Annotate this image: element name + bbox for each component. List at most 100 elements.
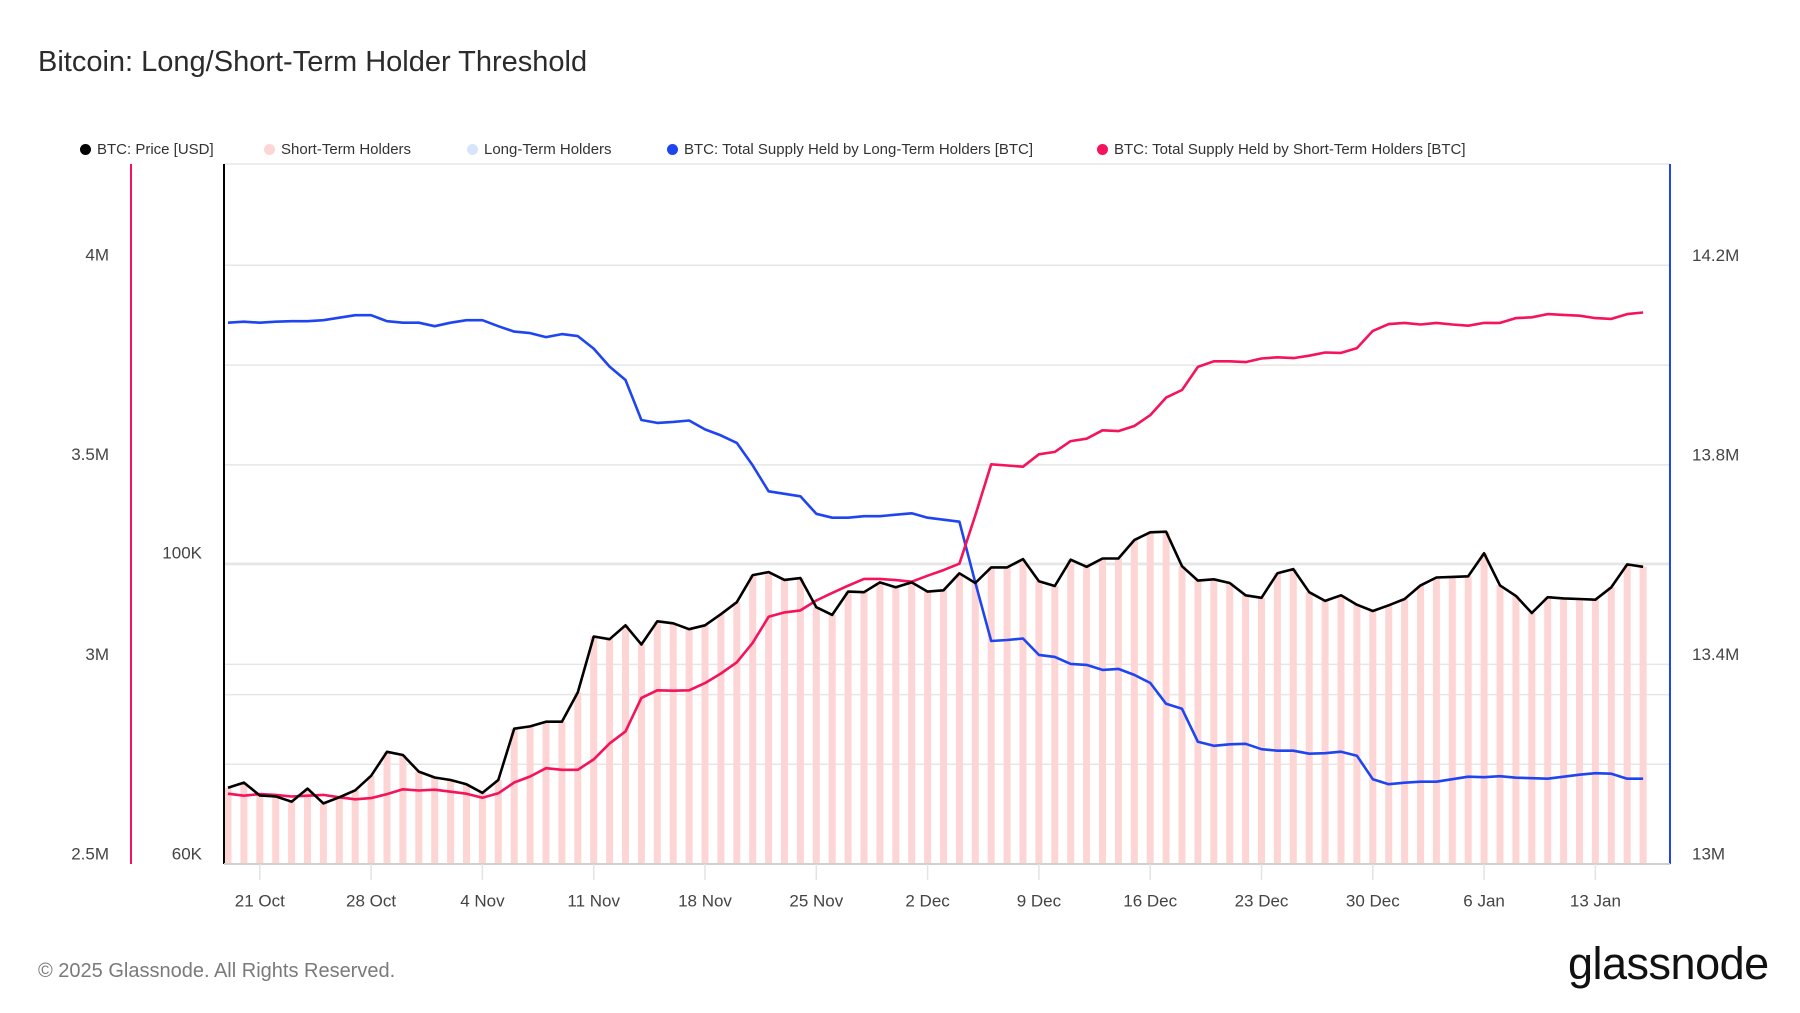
x-tick-label: 4 Nov	[460, 891, 505, 910]
sth-bar	[955, 573, 963, 864]
sth-bar	[447, 780, 455, 864]
legend-item-lth-supply[interactable]: BTC: Total Supply Held by Long-Term Hold…	[667, 141, 1033, 158]
sth-bar	[1623, 564, 1631, 864]
sth-bar	[622, 625, 629, 864]
sth-bar	[796, 578, 804, 864]
sth-bar	[1353, 604, 1361, 864]
sth-bar	[1385, 605, 1393, 864]
sth-bar	[606, 639, 614, 864]
sth-bar	[1194, 580, 1202, 864]
x-tick-label: 28 Oct	[346, 891, 396, 910]
sth-bar	[1178, 566, 1186, 864]
legend-item-sth-supply[interactable]: BTC: Total Supply Held by Short-Term Hol…	[1097, 141, 1466, 158]
sth-bar	[637, 644, 645, 864]
sth-bar	[1083, 566, 1091, 864]
lth-axis-tick-label: 13M	[1692, 844, 1725, 863]
sth-bar	[685, 629, 693, 864]
x-tick-label: 2 Dec	[905, 891, 950, 910]
series-lines	[227, 311, 1644, 805]
sth-axis-tick-label: 4M	[85, 246, 109, 265]
x-tick-label: 18 Nov	[678, 891, 732, 910]
sth-bar	[1591, 599, 1599, 864]
sth-bar	[526, 726, 534, 864]
sth-bar	[1337, 595, 1345, 864]
sth-bar	[1305, 592, 1313, 864]
axis-ticks: 2.5M 3M 3.5M 4M 60K 100K 13M 13.4M 13.8M 14.2M 21 …	[71, 246, 1739, 911]
sth-bar	[335, 797, 343, 864]
sth-bar	[1130, 540, 1138, 864]
sth-bar	[1417, 585, 1424, 864]
sth-bar	[240, 782, 248, 864]
sth-bar	[367, 775, 375, 864]
sth-bar	[844, 591, 852, 864]
sth-bar	[1242, 595, 1250, 864]
sth-bar	[765, 572, 773, 864]
sth-bar	[812, 607, 820, 864]
sth-bar	[749, 575, 757, 864]
sth-bar	[1512, 595, 1520, 864]
x-tick-label: 25 Nov	[789, 891, 843, 910]
sth-bar	[1480, 553, 1488, 864]
sth-bar	[1114, 558, 1122, 864]
lth-axis-tick-label: 13.8M	[1692, 445, 1739, 464]
sth-bar	[399, 755, 407, 864]
sth-bar	[1464, 576, 1472, 864]
chart-title: Bitcoin: Long/Short-Term Holder Threshol…	[38, 46, 588, 78]
x-tick-label: 6 Jan	[1463, 891, 1505, 910]
sth-bar	[1432, 577, 1440, 864]
legend-label-lth-supply: BTC: Total Supply Held by Long-Term Hold…	[684, 141, 1034, 158]
sth-bar	[1099, 558, 1106, 864]
x-tick-label: 13 Jan	[1570, 891, 1621, 910]
legend-dot-long-term-holders	[467, 144, 478, 155]
sth-bar	[1003, 567, 1011, 864]
short-term-holder-bars	[224, 531, 1647, 864]
sth-bar	[924, 591, 932, 864]
sth-bar	[590, 636, 598, 864]
legend-item-price[interactable]: BTC: Price [USD]	[80, 141, 214, 158]
sth-bar	[1544, 597, 1552, 864]
sth-bar	[304, 788, 311, 864]
legend-label-short-term-holders: Short-Term Holders	[281, 141, 412, 158]
x-tick-label: 23 Dec	[1235, 891, 1289, 910]
sth-bar	[383, 751, 391, 864]
sth-bar	[1401, 599, 1409, 864]
legend: BTC: Price [USD] Short-Term Holders Long…	[80, 141, 1580, 161]
x-tick-label: 11 Nov	[567, 891, 620, 910]
lth-axis-tick-label: 14.2M	[1692, 246, 1739, 265]
sth-bar	[1528, 612, 1536, 864]
sth-bar	[908, 582, 916, 864]
x-tick-label: 9 Dec	[1017, 891, 1062, 910]
sth-bar	[1369, 611, 1377, 864]
sth-bar	[272, 796, 280, 864]
sth-bar	[876, 582, 884, 864]
sth-supply-line	[227, 311, 1644, 801]
legend-item-short-term-holders[interactable]: Short-Term Holders	[264, 141, 411, 158]
sth-bar	[1226, 582, 1234, 864]
sth-bar	[669, 623, 677, 864]
sth-bar	[860, 592, 868, 864]
sth-bar	[1289, 569, 1297, 864]
sth-axis-tick-label: 2.5M	[71, 844, 109, 863]
sth-bar	[1273, 573, 1281, 864]
sth-bar	[351, 790, 359, 864]
sth-bar	[1321, 600, 1329, 864]
lth-axis-tick-label: 13.4M	[1692, 645, 1739, 664]
x-tick-label: 16 Dec	[1123, 891, 1177, 910]
legend-item-long-term-holders[interactable]: Long-Term Holders	[467, 141, 612, 158]
legend-label-long-term-holders: Long-Term Holders	[484, 141, 612, 158]
sth-bar	[1146, 532, 1154, 864]
sth-bar	[558, 721, 566, 864]
sth-bar	[940, 590, 947, 864]
sth-bar	[478, 792, 486, 864]
legend-dot-price	[80, 144, 91, 155]
sth-bar	[1067, 559, 1075, 864]
sth-bar	[781, 579, 788, 864]
sth-bar	[1035, 581, 1043, 864]
sth-bar	[1051, 586, 1059, 864]
sth-bar	[733, 602, 741, 864]
price-axis-tick-label: 60K	[172, 844, 203, 863]
sth-bar	[415, 771, 423, 864]
legend-label-price: BTC: Price [USD]	[97, 141, 214, 158]
sth-bar	[1560, 598, 1568, 864]
glassnode-logo: glassnode	[1568, 938, 1769, 989]
